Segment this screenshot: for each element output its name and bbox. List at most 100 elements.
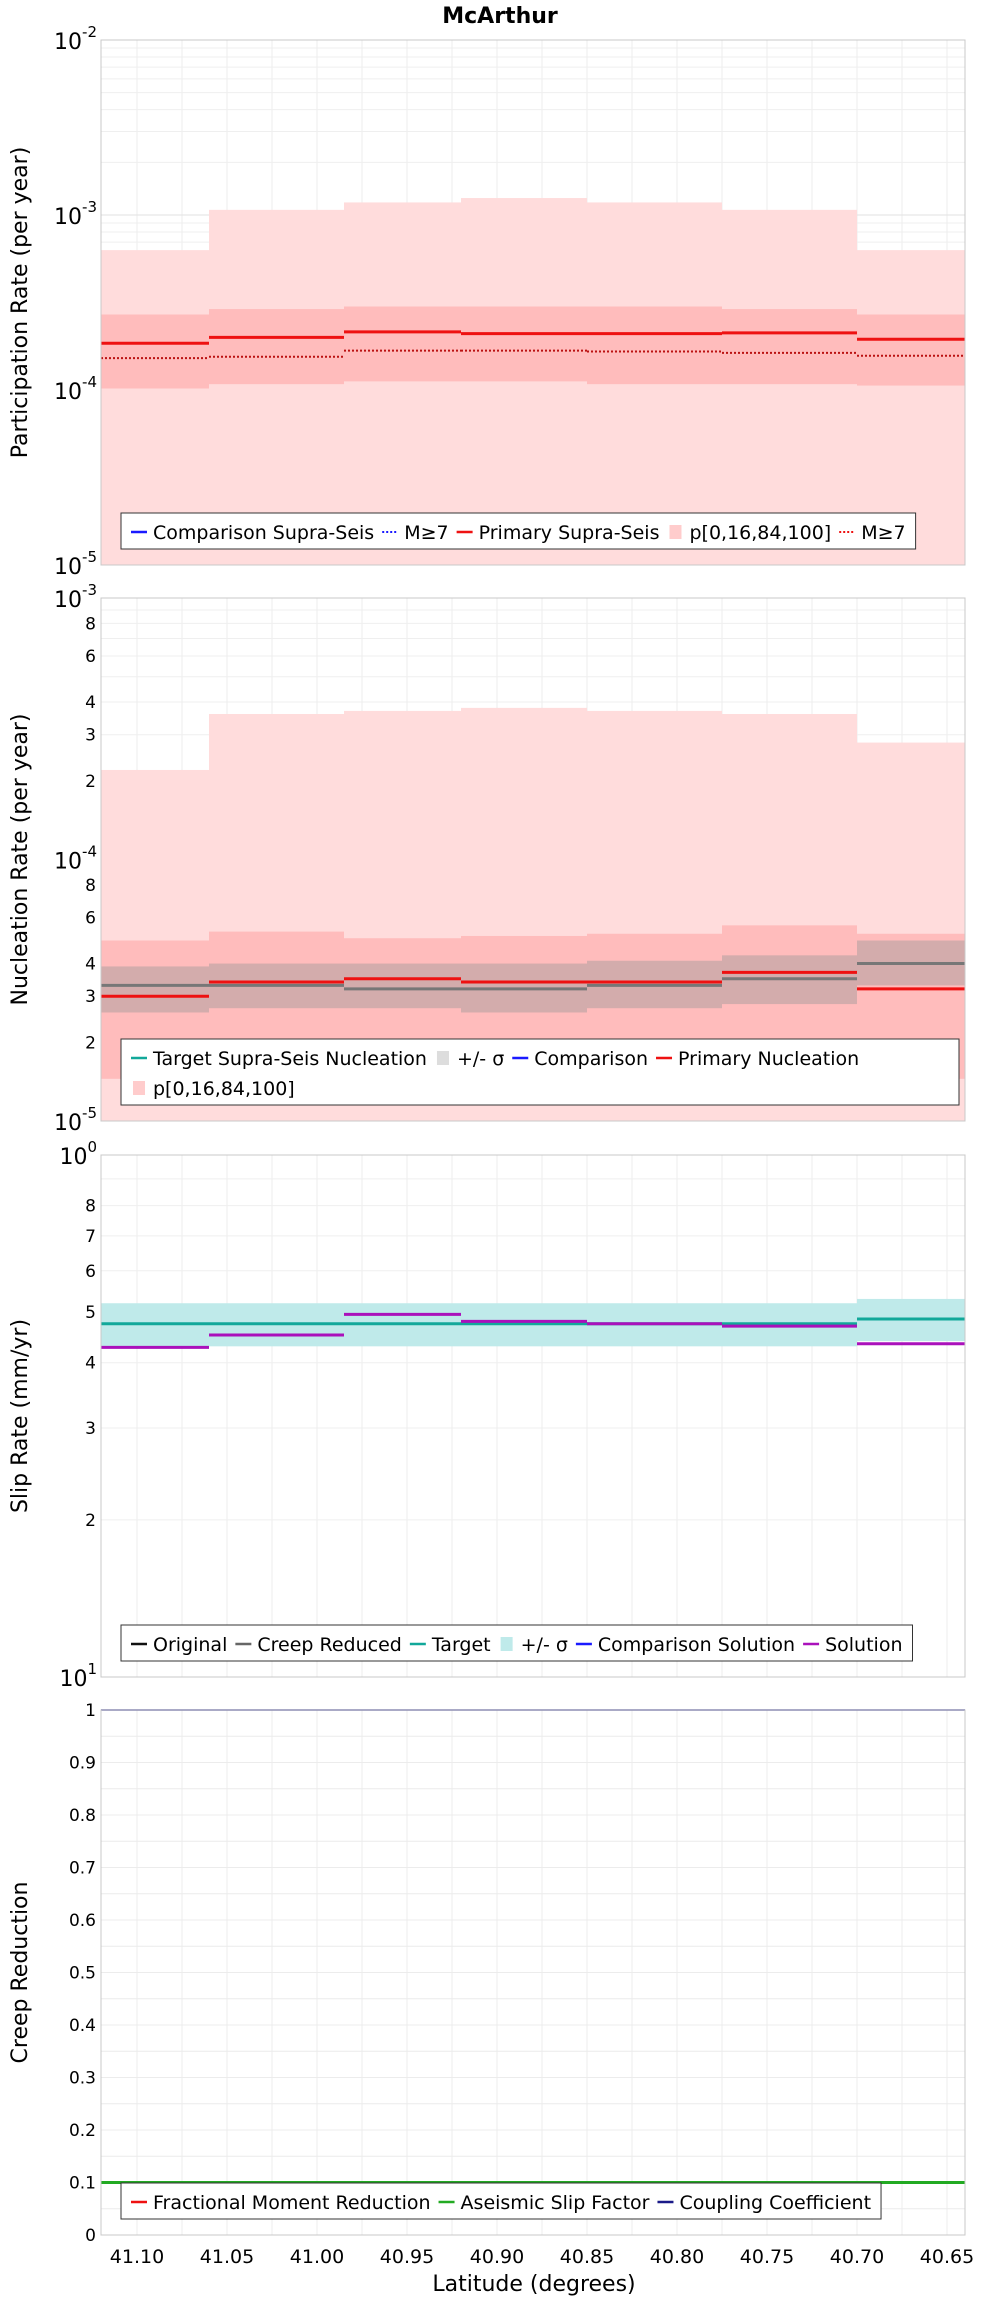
panel-1: 10-2 10-3 10-4 10-5 Participation Rate (per …: [8, 23, 966, 580]
legend: Target Supra-Seis Nucleation +/- σ Compari…: [120, 1038, 960, 1106]
y-tick-label: 3: [85, 987, 96, 1007]
band-segment: [209, 309, 344, 385]
x-tick-label: 41.05: [200, 2246, 254, 2268]
legend-box: [120, 512, 917, 550]
y-tick-label: 0.9: [69, 1754, 96, 1774]
y-tick-label: 10-3: [54, 581, 97, 613]
chart-title: McArthur: [442, 4, 558, 29]
legend-label: Comparison: [534, 1048, 648, 1070]
legend-box: [120, 1624, 913, 1662]
y-tick-label: 6: [85, 647, 96, 667]
y-tick-label: 0: [85, 2226, 96, 2246]
plot-area: [101, 1155, 965, 1677]
y-tick-label: 0.8: [69, 1806, 96, 1826]
x-tick-label: 40.85: [560, 2246, 614, 2268]
y-tick-label: 3: [85, 1419, 96, 1439]
legend-label: M≥7: [861, 522, 905, 544]
legend-label: Primary Supra-Seis: [479, 522, 660, 544]
legend-label: Creep Reduced: [257, 1634, 401, 1656]
y-tick-label: 10-4: [54, 373, 97, 405]
y-tick-label: 10-3: [54, 198, 97, 230]
y-tick-label: 0.6: [69, 1911, 96, 1931]
band-segment: [461, 198, 587, 565]
legend-swatch: [133, 1081, 145, 1095]
plot-frame: [100, 1709, 966, 2236]
y-tick-label: 0.3: [69, 2069, 96, 2089]
legend-label: Comparison Solution: [598, 1634, 795, 1656]
band-segment: [857, 314, 965, 386]
y-tick-label: 0.4: [69, 2016, 96, 2036]
y-tick-label: 4: [85, 693, 96, 713]
y-tick-label: 7: [85, 1227, 96, 1247]
y-axis-label: Creep Reduction: [8, 1882, 33, 2064]
y-axis-label: Slip Rate (mm/yr): [8, 1319, 33, 1513]
y-tick-label: 0.5: [69, 1964, 96, 1984]
legend-label: +/- σ: [521, 1634, 568, 1656]
legend-label: Comparison Supra-Seis: [153, 522, 374, 544]
band-segment: [587, 306, 722, 385]
y-tick-label: 6: [85, 1262, 96, 1282]
legend: Original Creep Reduced Target +/- σ Comparis…: [120, 1624, 913, 1662]
y-tick-label: 4: [85, 955, 96, 975]
legend-label: Primary Nucleation: [678, 1048, 859, 1070]
y-tick-label: 0.7: [69, 1859, 96, 1879]
legend-swatch: [500, 1637, 513, 1651]
x-tick-label: 40.70: [830, 2246, 884, 2268]
y-tick-label: 10-5: [54, 548, 97, 580]
y-tick-label: 10-4: [54, 843, 97, 875]
y-tick-label: 3: [85, 726, 96, 746]
band-segment: [101, 314, 209, 389]
y-tick-label: 100: [59, 1138, 97, 1170]
plot-frame: [100, 39, 966, 566]
x-axis-label: Latitude (degrees): [432, 2272, 635, 2297]
y-tick-label: 2: [85, 772, 96, 792]
band-segment: [101, 966, 209, 1013]
y-tick-label: 0.1: [69, 2174, 96, 2194]
legend-label: Target: [431, 1634, 491, 1656]
y-axis-label: Nucleation Rate (per year): [8, 714, 33, 1006]
x-tick-label: 41.10: [110, 2246, 164, 2268]
legend-label: +/- σ: [457, 1048, 504, 1070]
band-segment: [344, 963, 461, 1009]
x-tick-label: 40.80: [650, 2246, 704, 2268]
legend-label: M≥7: [404, 522, 448, 544]
band-segment: [344, 306, 461, 382]
legend-label: Aseismic Slip Factor: [461, 2192, 650, 2214]
y-tick-label: 5: [85, 1303, 96, 1323]
legend: Fractional Moment Reduction Aseismic Slip…: [120, 2182, 882, 2220]
panel-3: 100 8 7 6 5 4 3 2 101 Slip Rate (mm/yr) Original Cr…: [8, 1138, 966, 1692]
band-segment: [461, 306, 587, 382]
y-tick-label: 101: [59, 1660, 97, 1692]
x-tick-label: 40.75: [740, 2246, 794, 2268]
y-tick-label: 4: [85, 1354, 96, 1374]
y-tick-label: 8: [85, 876, 96, 896]
y-axis-label: Participation Rate (per year): [8, 147, 33, 459]
y-tick-label: 6: [85, 909, 96, 929]
legend-box: [120, 1038, 960, 1106]
y-tick-label: 2: [85, 1511, 96, 1531]
panel-4: 1 0.9 0.8 0.7 0.6 0.5 0.4 0.3 0.2 0.1 0 Creep Reduc…: [8, 1701, 974, 2268]
band-segment: [209, 209, 344, 565]
band-segment: [722, 209, 857, 565]
band-segment: [722, 309, 857, 385]
legend-swatch: [669, 525, 682, 539]
y-tick-label: 1: [85, 1701, 96, 1721]
legend-box: [120, 2182, 882, 2220]
x-tick-label: 40.95: [380, 2246, 434, 2268]
y-tick-label: 8: [85, 614, 96, 634]
plot-frame: [100, 597, 966, 1122]
y-tick-label: 8: [85, 1197, 96, 1217]
legend-label: Coupling Coefficient: [679, 2192, 871, 2214]
x-tick-label: 40.90: [470, 2246, 524, 2268]
plot-frame: [100, 1154, 966, 1678]
legend-label: p[0,16,84,100]: [689, 522, 831, 544]
y-tick-label: 10-5: [54, 1104, 97, 1136]
y-tick-label: 0.2: [69, 2121, 96, 2141]
legend-label: p[0,16,84,100]: [153, 1078, 295, 1100]
legend-label: Solution: [825, 1634, 902, 1656]
legend-label: Target Supra-Seis Nucleation: [152, 1048, 427, 1070]
x-tick-label: 41.00: [290, 2246, 344, 2268]
legend-swatch: [436, 1051, 449, 1065]
